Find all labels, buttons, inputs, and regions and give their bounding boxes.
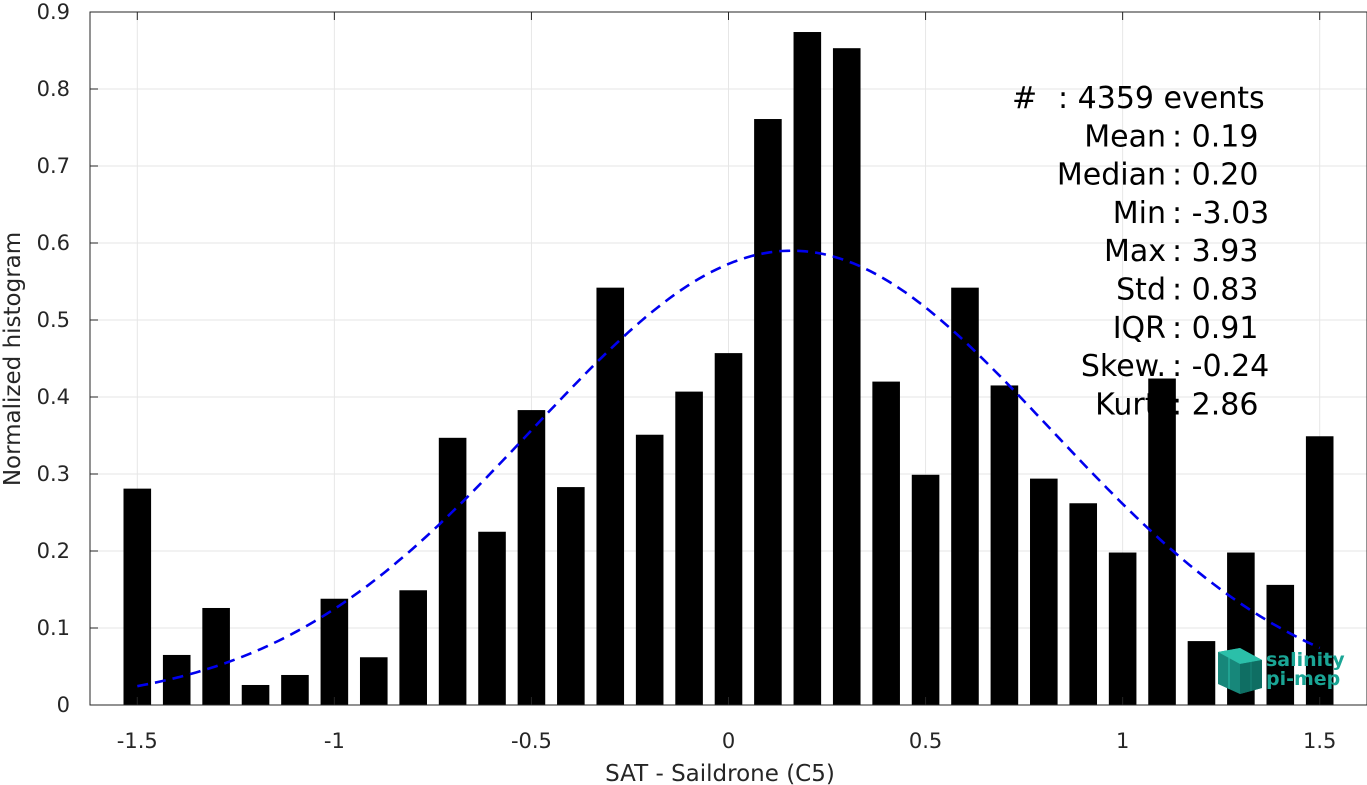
x-axis-label: SAT - Saildrone (C5) — [605, 761, 835, 785]
stat-label-2: Median — [1057, 158, 1166, 193]
stat-label-6: IQR — [1113, 311, 1166, 346]
bar-24 — [1069, 503, 1098, 705]
y-tick-label-6: 0.6 — [37, 231, 70, 255]
bar-30 — [1305, 436, 1334, 705]
bar-11 — [557, 487, 585, 705]
stat-label-1: Mean — [1084, 119, 1166, 154]
bar-3 — [241, 684, 270, 705]
bar-12 — [596, 287, 625, 705]
cube-logo-icon — [1218, 648, 1262, 694]
x-tick-label-1: -1 — [324, 729, 345, 753]
stat-label-8: Kurt. — [1095, 387, 1166, 422]
bar-19 — [872, 381, 900, 705]
bar-18 — [832, 48, 861, 705]
gaussian-fit-curve — [137, 249, 1321, 688]
stat-value-8: : 2.86 — [1172, 387, 1258, 422]
stat-label-0: # — [1012, 81, 1037, 116]
bar-23 — [1030, 478, 1058, 705]
stat-label-5: Std — [1116, 273, 1166, 308]
y-tick-label-7: 0.7 — [37, 154, 70, 178]
stat-label-3: Min — [1113, 196, 1166, 231]
x-tick-label-2: -0.5 — [511, 729, 552, 753]
bar-15 — [714, 353, 743, 705]
logo-line1: salinity — [1266, 649, 1345, 671]
x-axis-ticks: -1.5 -1 -0.5 0 0.5 1 1.5 — [117, 12, 1336, 753]
stat-value-4: : 3.93 — [1172, 234, 1258, 269]
bar-29 — [1266, 584, 1295, 705]
histogram-bars — [123, 32, 1334, 705]
bar-5 — [320, 598, 349, 705]
stat-value-6: : 0.91 — [1172, 311, 1258, 346]
bar-6 — [359, 657, 388, 705]
x-tick-label-6: 1.5 — [1303, 729, 1336, 753]
x-tick-label-3: 0 — [722, 729, 735, 753]
y-tick-label-3: 0.3 — [37, 462, 70, 486]
stat-label-7: Skew. — [1081, 349, 1166, 384]
bar-7 — [399, 590, 427, 705]
bar-22 — [990, 385, 1019, 705]
y-axis-ticks: 0 0.1 0.2 0.3 0.4 0.5 0.6 0.7 0.8 0.9 — [37, 0, 98, 717]
y-axis-label: Normalized histogram — [0, 232, 26, 486]
stat-value-5: : 0.83 — [1172, 273, 1258, 308]
bar-14 — [675, 391, 703, 705]
y-tick-label-9: 0.9 — [37, 0, 70, 24]
y-tick-label-8: 0.8 — [37, 77, 70, 101]
y-tick-label-4: 0.4 — [37, 385, 70, 409]
stat-value-0: : 4359 events — [1058, 81, 1265, 116]
bar-4 — [281, 674, 309, 705]
bar-9 — [478, 531, 506, 705]
bar-8 — [438, 437, 467, 705]
bar-13 — [635, 434, 664, 705]
stat-value-7: : -0.24 — [1172, 349, 1269, 384]
bar-0 — [123, 488, 152, 705]
stat-value-2: : 0.20 — [1172, 158, 1258, 193]
bar-27 — [1187, 641, 1216, 705]
bar-16 — [754, 119, 782, 705]
x-tick-label-0: -1.5 — [117, 729, 158, 753]
bar-1 — [162, 654, 191, 705]
y-tick-label-5: 0.5 — [37, 308, 70, 332]
y-tick-label-1: 0.1 — [37, 616, 70, 640]
salinity-pimep-logo: salinity pi-mep — [1218, 648, 1345, 694]
x-tick-label-4: 0.5 — [909, 729, 942, 753]
stat-value-3: : -3.03 — [1172, 196, 1269, 231]
logo-line2: pi-mep — [1266, 668, 1340, 690]
bar-20 — [911, 474, 940, 705]
x-tick-label-5: 1 — [1116, 729, 1129, 753]
bar-2 — [202, 607, 230, 705]
bar-10 — [517, 410, 546, 705]
bar-17 — [793, 32, 822, 705]
stat-value-1: : 0.19 — [1172, 119, 1258, 154]
stat-label-4: Max — [1104, 234, 1166, 269]
bar-21 — [951, 287, 979, 705]
y-tick-label-0: 0 — [57, 693, 70, 717]
y-tick-label-2: 0.2 — [37, 539, 70, 563]
bar-25 — [1108, 552, 1137, 705]
